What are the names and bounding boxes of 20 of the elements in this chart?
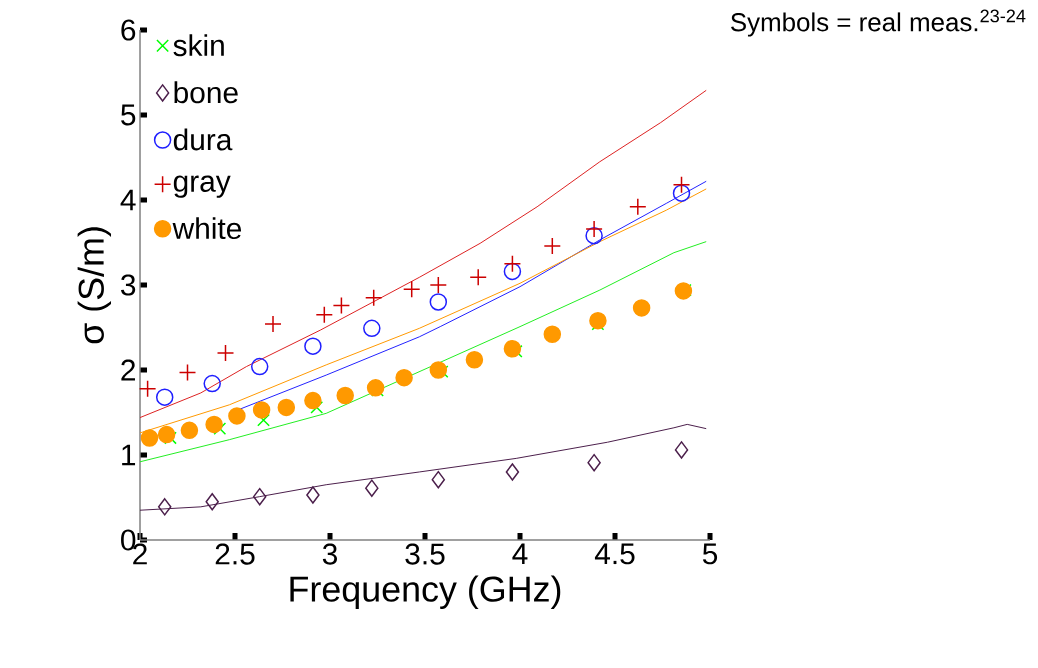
y-tick-label: 4 xyxy=(120,189,136,211)
y-tick-label: 6 xyxy=(121,19,136,41)
y-tick-label: 3 xyxy=(121,274,136,296)
x-tick-label: 4 xyxy=(512,543,528,565)
legend-label: gray xyxy=(173,175,231,198)
x-tick-label: 3.5 xyxy=(405,543,445,565)
y-tick-label: 1 xyxy=(122,444,136,466)
legend-label: white xyxy=(172,217,242,240)
y-axis-title: σ (S/m) xyxy=(77,227,112,344)
x-axis-title: Frequency (GHz) xyxy=(290,575,561,609)
x-tick-label: 2.5 xyxy=(215,543,255,565)
x-tick-label: 3 xyxy=(322,543,338,565)
y-tick-label: 2 xyxy=(121,359,135,381)
legend-label: skin xyxy=(173,34,224,57)
text: Symbols = real meas.$^{23-24}$ xyxy=(731,9,1026,37)
x-tick-label: 4.5 xyxy=(594,543,635,565)
y-tick-label: 5 xyxy=(121,104,136,126)
x-tick-label: 5 xyxy=(702,543,718,565)
legend-label: bone xyxy=(174,81,238,104)
legend-label: dura xyxy=(173,128,233,151)
